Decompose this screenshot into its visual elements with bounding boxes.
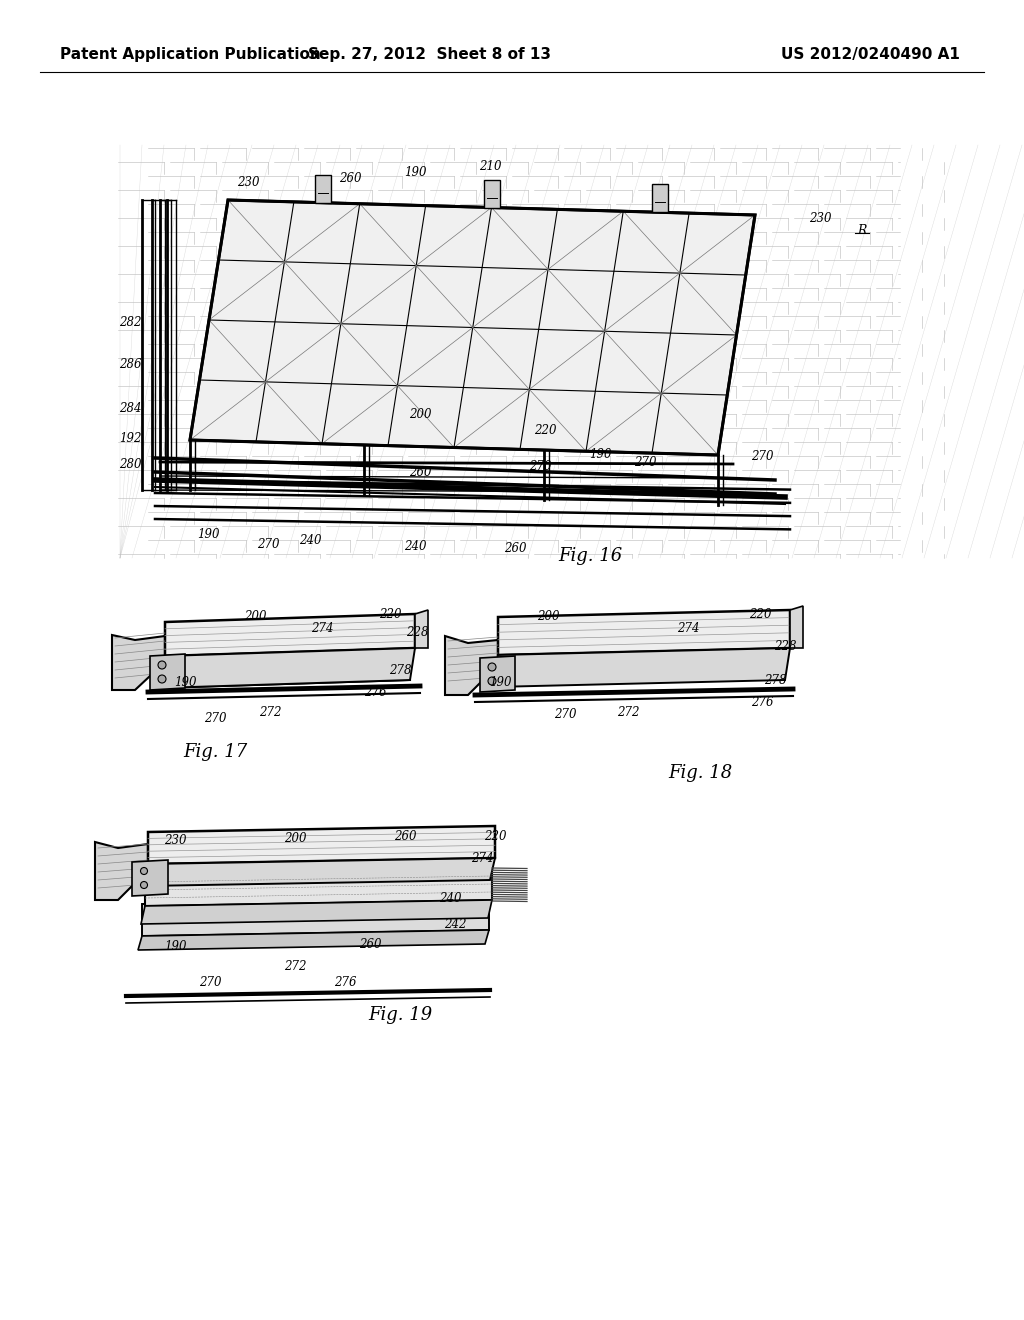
Text: 274: 274	[471, 851, 494, 865]
Text: 190: 190	[164, 940, 186, 953]
Text: Fig. 19: Fig. 19	[368, 1006, 432, 1024]
Text: 190: 190	[589, 447, 611, 461]
Text: 272: 272	[616, 706, 639, 719]
Circle shape	[158, 661, 166, 669]
Text: 270: 270	[199, 975, 221, 989]
Text: 230: 230	[164, 833, 186, 846]
Text: 230: 230	[237, 177, 259, 190]
Text: 270: 270	[204, 711, 226, 725]
Polygon shape	[150, 653, 185, 690]
Polygon shape	[141, 900, 492, 924]
Text: 278: 278	[389, 664, 412, 676]
Text: 200: 200	[409, 408, 431, 421]
Text: 242: 242	[443, 919, 466, 932]
Text: 230: 230	[809, 211, 831, 224]
Text: 272: 272	[259, 706, 282, 719]
Text: 200: 200	[244, 610, 266, 623]
Text: 280: 280	[119, 458, 141, 471]
Text: 260: 260	[504, 543, 526, 556]
Polygon shape	[138, 931, 489, 950]
Circle shape	[140, 882, 147, 888]
Polygon shape	[160, 648, 415, 688]
Text: 270: 270	[751, 450, 773, 463]
Polygon shape	[95, 842, 148, 900]
Polygon shape	[143, 858, 495, 886]
Polygon shape	[415, 610, 428, 648]
Text: US 2012/0240490 A1: US 2012/0240490 A1	[780, 48, 959, 62]
Text: 272: 272	[284, 960, 306, 973]
Text: 200: 200	[537, 610, 559, 623]
Text: 270: 270	[634, 455, 656, 469]
Circle shape	[140, 867, 147, 874]
Text: 210: 210	[479, 161, 502, 173]
Text: 270: 270	[257, 539, 280, 552]
Text: 220: 220	[534, 424, 556, 437]
Text: 228: 228	[774, 639, 797, 652]
Polygon shape	[132, 861, 168, 896]
Text: 192: 192	[119, 432, 141, 445]
Polygon shape	[445, 636, 498, 696]
Text: 274: 274	[310, 622, 333, 635]
Text: 240: 240	[403, 540, 426, 553]
Polygon shape	[142, 898, 489, 936]
Polygon shape	[148, 826, 495, 865]
Circle shape	[488, 663, 496, 671]
Text: 270: 270	[528, 461, 551, 474]
Text: 286: 286	[119, 359, 141, 371]
Text: 228: 228	[406, 626, 428, 639]
Circle shape	[158, 675, 166, 682]
Text: 278: 278	[764, 673, 786, 686]
Text: Fig. 17: Fig. 17	[183, 743, 247, 762]
Polygon shape	[112, 635, 165, 690]
Text: 276: 276	[364, 686, 386, 700]
Polygon shape	[790, 606, 803, 648]
Polygon shape	[652, 185, 668, 213]
Text: 190: 190	[403, 165, 426, 178]
Text: 276: 276	[334, 975, 356, 989]
Polygon shape	[165, 614, 415, 656]
Polygon shape	[190, 201, 755, 455]
Text: 190: 190	[488, 676, 511, 689]
Polygon shape	[145, 869, 492, 906]
Text: Fig. 18: Fig. 18	[668, 764, 732, 781]
Text: 240: 240	[299, 535, 322, 548]
Polygon shape	[498, 610, 790, 655]
Text: 274: 274	[677, 622, 699, 635]
Text: 220: 220	[749, 607, 771, 620]
Text: 260: 260	[339, 172, 361, 185]
Text: 282: 282	[119, 317, 141, 330]
Text: 260: 260	[409, 466, 431, 479]
Text: 284: 284	[119, 401, 141, 414]
Text: 260: 260	[358, 939, 381, 952]
Text: Sep. 27, 2012  Sheet 8 of 13: Sep. 27, 2012 Sheet 8 of 13	[308, 48, 552, 62]
Circle shape	[488, 677, 496, 685]
Text: R: R	[857, 223, 866, 236]
Polygon shape	[483, 180, 500, 207]
Text: 200: 200	[284, 832, 306, 845]
Text: Patent Application Publication: Patent Application Publication	[60, 48, 321, 62]
Text: Fig. 16: Fig. 16	[558, 546, 623, 565]
Text: 190: 190	[174, 676, 197, 689]
Polygon shape	[493, 648, 790, 686]
Text: 240: 240	[438, 891, 461, 904]
Text: 270: 270	[554, 709, 577, 722]
Polygon shape	[314, 174, 331, 203]
Text: 276: 276	[751, 697, 773, 710]
Text: 190: 190	[197, 528, 219, 540]
Text: 260: 260	[394, 830, 416, 843]
Text: 220: 220	[379, 607, 401, 620]
Polygon shape	[480, 656, 515, 692]
Text: 220: 220	[483, 829, 506, 842]
